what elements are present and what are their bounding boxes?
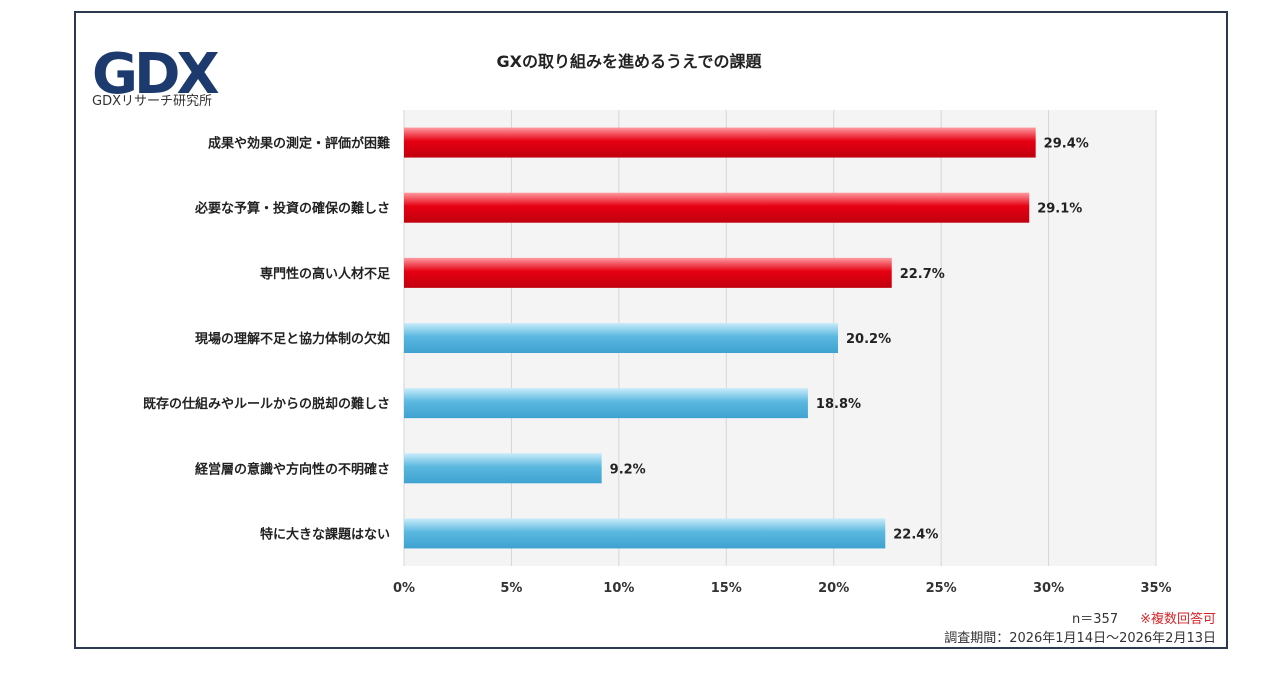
- value-label: 29.4%: [1044, 137, 1089, 152]
- bar: [404, 453, 602, 484]
- x-tick-label: 10%: [603, 581, 634, 596]
- chart-title: GXの取り組みを進めるうえでの課題: [496, 52, 762, 71]
- value-label: 22.4%: [893, 527, 938, 542]
- logo-text: GDXリサーチ研究所: [92, 94, 212, 109]
- category-label: 成果や効果の測定・評価が困難: [208, 136, 390, 152]
- survey-period: 調査期間：2026年1月14日～2026年2月13日: [944, 631, 1216, 646]
- bar: [404, 323, 839, 353]
- value-label: 29.1%: [1037, 202, 1082, 217]
- bar: [404, 127, 1036, 158]
- value-label: 22.7%: [900, 267, 945, 282]
- svg-text:GDX: GDX: [92, 42, 219, 107]
- category-label: 専門性の高い人材不足: [260, 266, 391, 282]
- gdx-logo: GDX: [92, 42, 222, 107]
- category-label: 特に大きな課題はない: [260, 526, 390, 542]
- bar: [404, 388, 808, 419]
- bar: [404, 257, 892, 288]
- x-tick-label: 5%: [500, 581, 522, 596]
- sample-size: n＝357: [1072, 612, 1119, 627]
- value-label: 20.2%: [846, 332, 891, 347]
- x-tick-label: 0%: [393, 581, 415, 596]
- category-label: 必要な予算・投資の確保の難しさ: [194, 201, 390, 217]
- x-tick-label: 35%: [1140, 581, 1171, 596]
- multi-answer-note: ※複数回答可: [1140, 612, 1216, 627]
- value-label: 18.8%: [816, 397, 861, 412]
- bar: [404, 192, 1030, 223]
- category-label: 現場の理解不足と協力体制の欠如: [195, 331, 390, 347]
- bar: [404, 518, 886, 549]
- x-tick-label: 20%: [818, 581, 849, 596]
- x-tick-label: 25%: [926, 581, 957, 596]
- sample-note: n＝357 ※複数回答可: [1072, 608, 1216, 627]
- value-label: 9.2%: [610, 462, 646, 477]
- category-label: 既存の仕組みやルールからの脱却の難しさ: [143, 396, 390, 412]
- x-tick-label: 15%: [711, 581, 742, 596]
- x-tick-label: 30%: [1033, 581, 1064, 596]
- category-label: 経営層の意識や方向性の不明確さ: [195, 461, 390, 477]
